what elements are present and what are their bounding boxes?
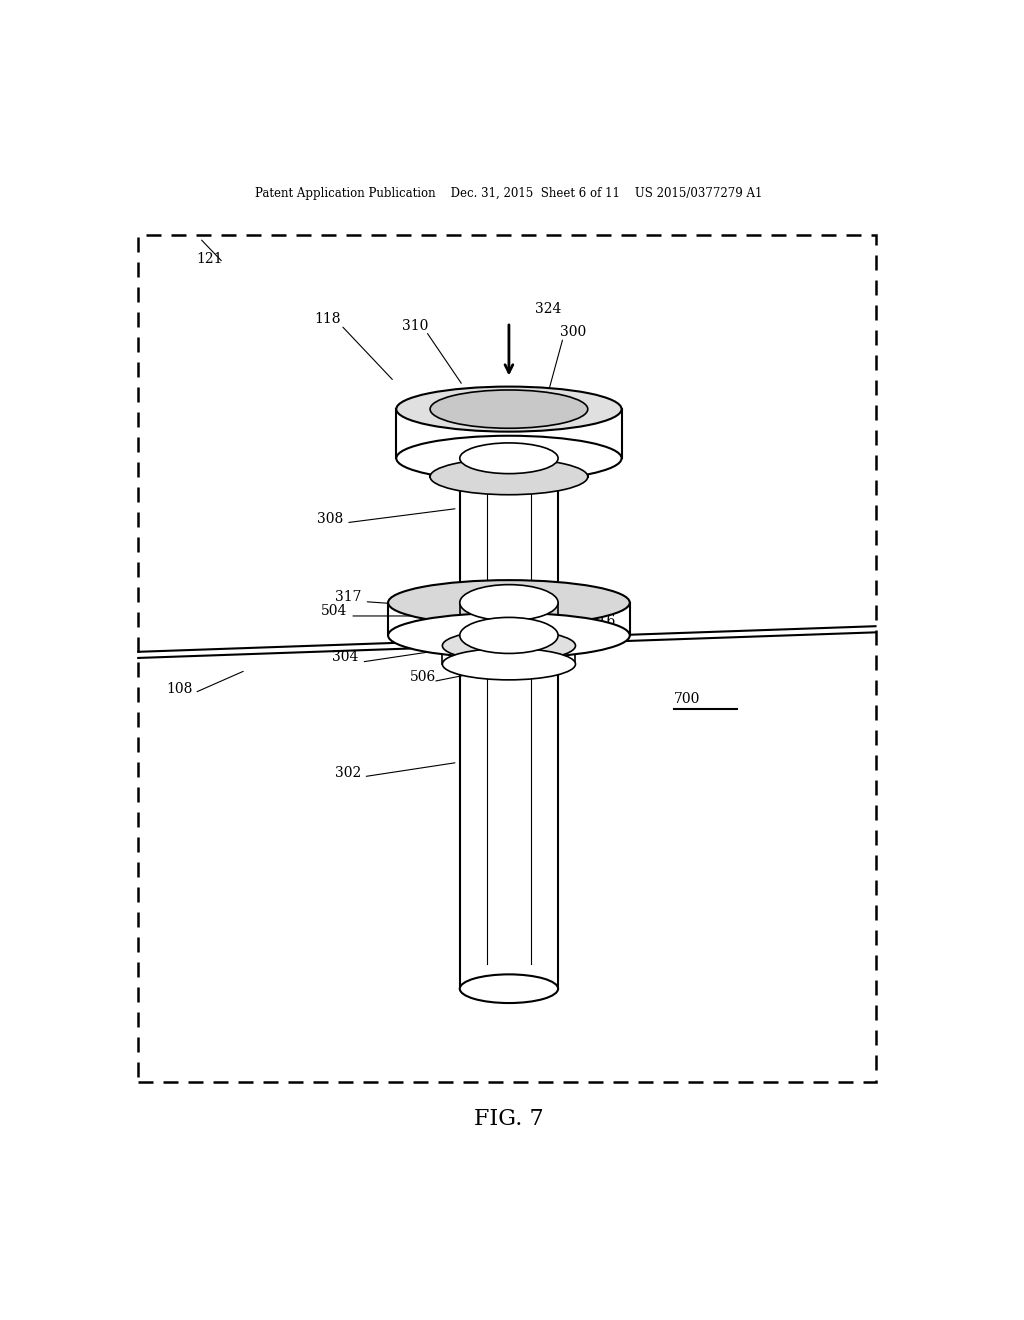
- Text: 302: 302: [335, 766, 361, 780]
- Text: 700: 700: [674, 692, 700, 706]
- Text: 320: 320: [581, 598, 607, 611]
- Text: 316: 316: [589, 614, 615, 628]
- Ellipse shape: [396, 387, 622, 432]
- Text: 108: 108: [166, 681, 193, 696]
- Text: 319: 319: [556, 442, 583, 455]
- Ellipse shape: [430, 389, 588, 428]
- Text: 310: 310: [401, 319, 428, 333]
- Text: 308: 308: [316, 512, 343, 525]
- Ellipse shape: [396, 436, 622, 480]
- Text: 300: 300: [560, 325, 587, 339]
- Ellipse shape: [460, 444, 558, 474]
- Ellipse shape: [460, 974, 558, 1003]
- Text: Patent Application Publication    Dec. 31, 2015  Sheet 6 of 11    US 2015/037727: Patent Application Publication Dec. 31, …: [255, 186, 763, 199]
- Ellipse shape: [442, 630, 575, 661]
- Text: 506: 506: [410, 671, 436, 684]
- Ellipse shape: [442, 648, 575, 680]
- Ellipse shape: [460, 585, 558, 620]
- Text: 118: 118: [314, 312, 341, 326]
- Text: 121: 121: [197, 252, 223, 265]
- Text: FIG. 7: FIG. 7: [474, 1107, 544, 1130]
- Text: 317: 317: [335, 590, 361, 603]
- Text: 324: 324: [535, 302, 561, 315]
- Text: 504: 504: [321, 603, 347, 618]
- Ellipse shape: [430, 458, 588, 495]
- Text: 322: 322: [540, 649, 566, 664]
- Ellipse shape: [460, 618, 558, 653]
- Text: 304: 304: [332, 649, 358, 664]
- Ellipse shape: [388, 612, 630, 657]
- Ellipse shape: [388, 579, 630, 626]
